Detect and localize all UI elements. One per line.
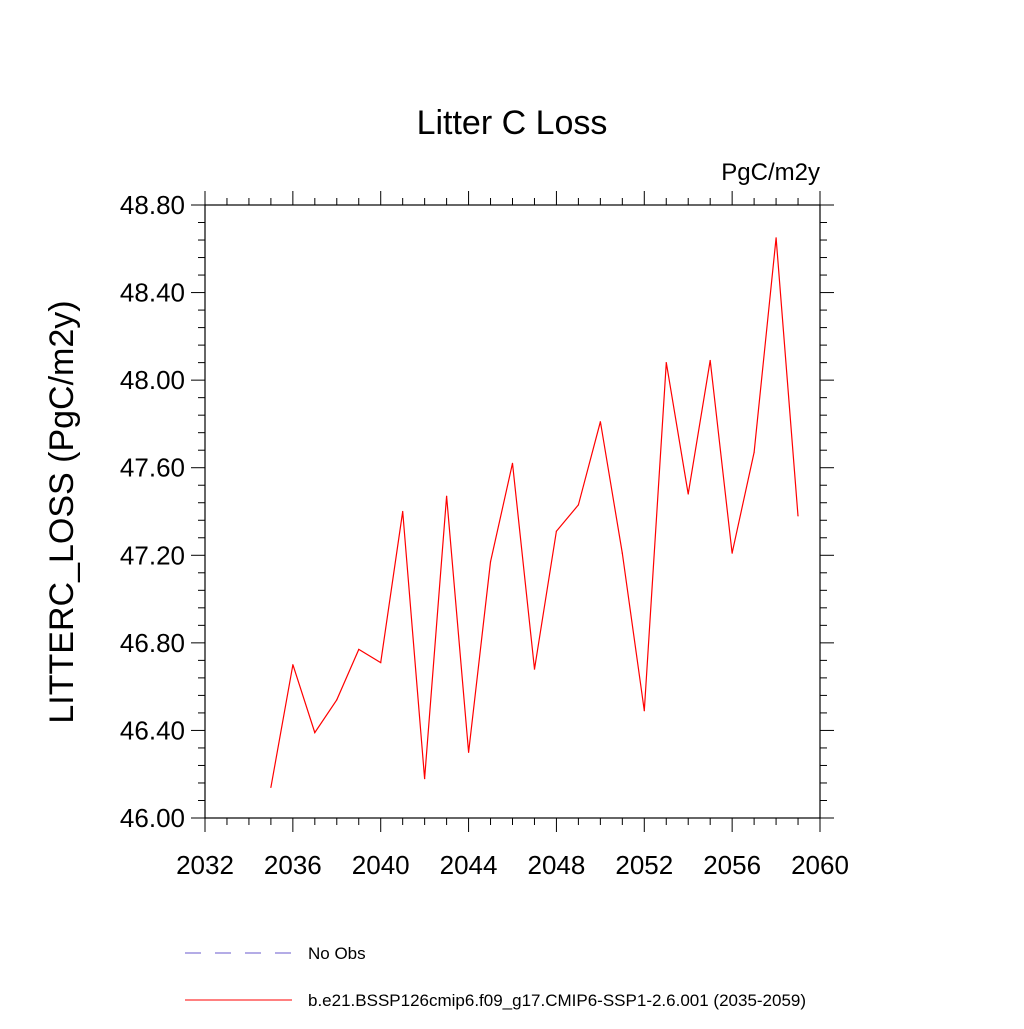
series-line	[270, 237, 799, 788]
y-axis-label: LITTERC_LOSS (PgC/m2y)	[43, 300, 81, 723]
y-tick-label: 48.40	[120, 278, 185, 308]
data-point	[292, 664, 294, 666]
data-point	[753, 451, 755, 453]
y-tick-label: 46.80	[120, 628, 185, 658]
data-point	[533, 668, 536, 670]
data-point	[511, 462, 514, 464]
x-tick-label: 2032	[176, 850, 234, 880]
legend-label: No Obs	[308, 944, 366, 963]
data-point	[489, 561, 492, 563]
y-tick-label: 46.00	[120, 803, 185, 833]
legend: No Obs b.e21.BSSP126cmip6.f09_g17.CMIP6-S…	[185, 944, 806, 1010]
data-point	[555, 530, 558, 532]
y-tick-label: 47.20	[120, 540, 185, 570]
series-layer	[270, 237, 799, 788]
data-point	[358, 648, 360, 651]
data-point	[336, 699, 338, 701]
data-point	[577, 504, 579, 506]
data-point	[599, 421, 601, 423]
data-point	[731, 552, 733, 554]
data-point	[665, 362, 667, 364]
data-point	[380, 661, 382, 664]
x-tick-label: 2044	[440, 850, 498, 880]
data-point	[797, 515, 799, 517]
x-tick-label: 2040	[352, 850, 410, 880]
x-tick-label: 2060	[791, 850, 849, 880]
y-tick-label: 46.40	[120, 715, 185, 745]
legend-label: b.e21.BSSP126cmip6.f09_g17.CMIP6-SSP1-2.…	[308, 991, 806, 1010]
axes: 2032 2036 2040 2044 2048 2052 2056 2060 46.00 46.…	[120, 190, 849, 880]
x-tick-label: 2056	[703, 850, 761, 880]
data-point	[446, 495, 448, 497]
data-point	[709, 359, 711, 362]
data-point	[687, 493, 689, 495]
x-tick-label: 2036	[264, 850, 322, 880]
data-point	[467, 751, 470, 753]
data-point	[643, 710, 645, 712]
data-point	[402, 510, 404, 513]
units-label: PgC/m2y	[721, 159, 820, 186]
data-point	[775, 237, 777, 239]
data-point	[621, 552, 623, 554]
data-point	[270, 786, 272, 788]
x-tick-label: 2048	[528, 850, 586, 880]
data-point	[424, 777, 426, 780]
data-point	[314, 732, 316, 734]
chart-title: Litter C Loss	[417, 104, 608, 142]
y-tick-label: 48.80	[120, 190, 185, 220]
x-tick-label: 2052	[615, 850, 673, 880]
y-tick-label: 48.00	[120, 365, 185, 395]
y-tick-label: 47.60	[120, 453, 185, 483]
